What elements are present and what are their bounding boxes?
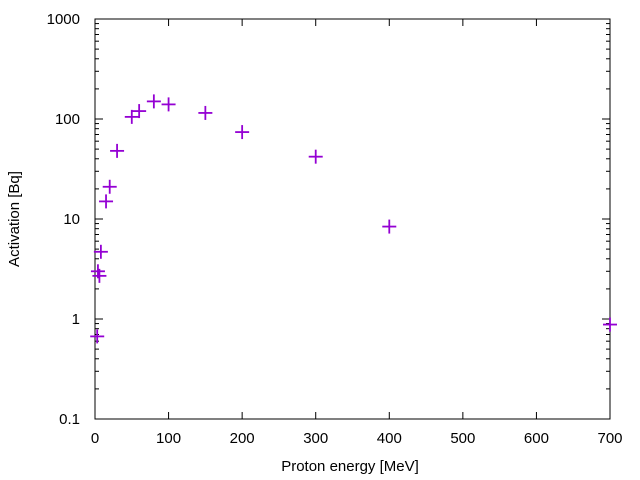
data-point	[198, 105, 213, 120]
y-axis-label: Activation [Bq]	[6, 171, 23, 267]
data-point	[124, 109, 139, 124]
x-tick-label: 200	[230, 430, 255, 447]
data-point	[603, 317, 617, 332]
x-axis-ticks: 0 100 200 300 400 500 600 700	[91, 19, 623, 447]
y-tick-label: 1	[72, 311, 80, 328]
x-tick-label: 0	[91, 430, 99, 447]
x-tick-label: 700	[597, 430, 622, 447]
data-point	[382, 219, 397, 234]
data-point	[93, 244, 108, 259]
y-tick-label: 1000	[47, 11, 80, 28]
data-point	[90, 329, 105, 344]
x-tick-label: 100	[156, 430, 181, 447]
x-axis-label: Proton energy [MeV]	[281, 458, 419, 475]
x-tick-label: 300	[303, 430, 328, 447]
data-point	[92, 268, 107, 283]
x-tick-label: 500	[450, 430, 475, 447]
data-point	[110, 143, 125, 158]
data-point	[146, 94, 161, 109]
data-point	[132, 104, 147, 119]
data-point	[308, 149, 323, 164]
y-tick-label: 100	[55, 111, 80, 128]
y-tick-label: 10	[63, 211, 80, 228]
data-point	[102, 179, 117, 194]
x-tick-label: 400	[377, 430, 402, 447]
data-point	[161, 97, 176, 112]
data-point	[99, 194, 114, 209]
y-tick-label: 0.1	[59, 411, 80, 428]
x-tick-label: 600	[524, 430, 549, 447]
y-axis-ticks: 0.1 1 10 100 1000	[47, 11, 610, 428]
data-points	[90, 94, 617, 344]
plot-frame	[94, 18, 611, 420]
data-point	[235, 125, 250, 140]
